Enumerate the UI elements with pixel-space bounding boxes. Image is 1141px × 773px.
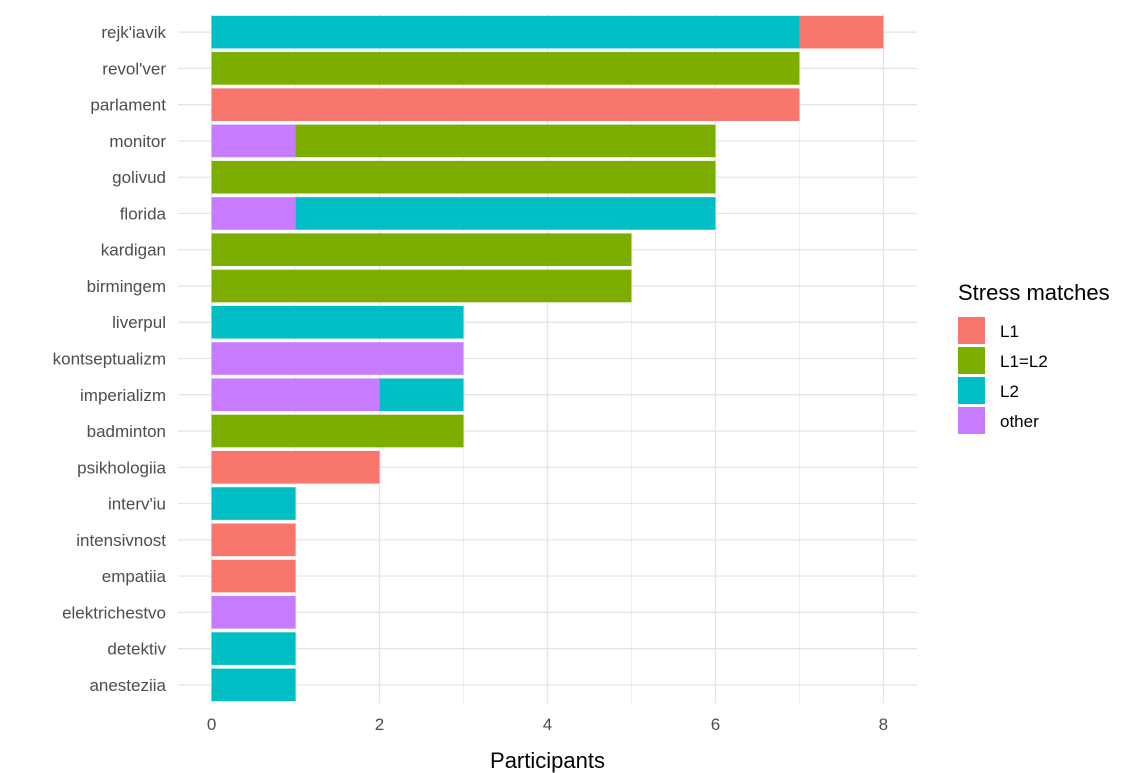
bar-monitor-l1-l2 — [295, 124, 716, 158]
legend-label-l1: L1 — [1000, 322, 1019, 341]
y-tick-label: elektrichestvo — [62, 603, 166, 622]
legend-key-other — [958, 407, 985, 434]
bar-interv-iu-l2 — [211, 487, 296, 520]
bar-monitor-other — [211, 124, 296, 158]
bar-imperializm-l2 — [379, 378, 464, 412]
bar-revol-ver-l1-l2 — [211, 52, 800, 85]
x-tick-labels: 0 2 4 6 8 — [207, 715, 888, 734]
legend-title: Stress matches — [958, 280, 1110, 305]
x-tick-label: 6 — [711, 715, 720, 734]
y-tick-label: badminton — [87, 422, 166, 441]
y-tick-label: birmingem — [87, 277, 166, 296]
y-tick-label: psikhologiia — [77, 458, 166, 477]
legend-label-l2: L2 — [1000, 382, 1019, 401]
y-tick-label: rejk'iavik — [101, 23, 166, 42]
y-tick-label: monitor — [109, 132, 166, 151]
y-tick-labels: rejk'iavik revol'ver parlament monitor goliv… — [53, 23, 167, 695]
bar-birmingem-l1-l2 — [211, 269, 632, 303]
y-tick-label: anesteziia — [89, 676, 166, 695]
bar-liverpul-l2 — [211, 305, 464, 339]
x-axis-title: Participants — [490, 748, 605, 773]
y-tick-label: parlament — [90, 96, 166, 115]
y-tick-label: florida — [120, 204, 167, 223]
bar-kardigan-l1-l2 — [211, 233, 632, 267]
y-tick-label: interv'iu — [108, 495, 166, 514]
y-tick-label: imperializm — [80, 386, 166, 405]
bar-golivud-l1-l2 — [211, 160, 716, 194]
bar-badminton-l1-l2 — [211, 414, 464, 448]
bar-detektiv-l2 — [211, 632, 296, 665]
x-tick-label: 4 — [543, 715, 552, 734]
y-tick-label: kontseptualizm — [53, 350, 166, 369]
bar-florida-other — [211, 197, 296, 230]
y-tick-label: golivud — [112, 168, 166, 187]
bar-rejk-iavik-l1 — [799, 15, 884, 49]
bar-rejk-iavik-l2 — [211, 15, 800, 49]
x-tick-label: 0 — [207, 715, 216, 734]
bar-intensivnost-l1 — [211, 523, 296, 557]
bar-imperializm-other — [211, 378, 380, 412]
legend-key-l1-l2 — [958, 347, 985, 374]
x-tick-label: 2 — [375, 715, 384, 734]
bar-kontseptualizm-other — [211, 342, 464, 375]
bar-anesteziia-l2 — [211, 668, 296, 702]
legend-label-other: other — [1000, 412, 1039, 431]
y-tick-label: liverpul — [112, 313, 166, 332]
bar-empatiia-l1 — [211, 559, 296, 593]
bar-florida-l2 — [295, 197, 716, 230]
bars — [211, 15, 884, 702]
bar-psikhologiia-l1 — [211, 450, 380, 484]
legend-key-l2 — [958, 377, 985, 404]
legend: Stress matches L1 L1=L2 L2 other — [958, 280, 1110, 434]
y-tick-label: intensivnost — [76, 531, 166, 550]
legend-key-l1 — [958, 317, 985, 344]
legend-label-l1-l2: L1=L2 — [1000, 352, 1048, 371]
y-tick-label: kardigan — [101, 241, 166, 260]
x-tick-label: 8 — [879, 715, 888, 734]
y-tick-label: empatiia — [102, 567, 167, 586]
bar-elektrichestvo-other — [211, 596, 296, 629]
y-tick-label: detektiv — [107, 640, 166, 659]
y-tick-label: revol'ver — [102, 59, 166, 78]
bar-parlament-l1 — [211, 88, 800, 121]
